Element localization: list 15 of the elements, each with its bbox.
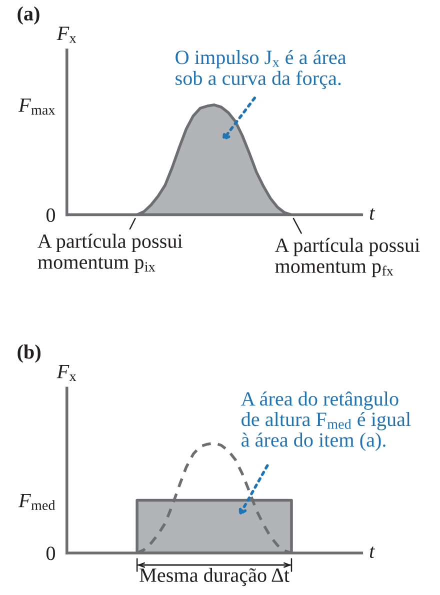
text: 0 — [46, 208, 55, 222]
text: F$_{med}$ — [18, 494, 56, 510]
y-axis-title: F$_{x}$ — [56, 364, 76, 381]
text: O impulso J$_{x}$ é a área sob a curva da força. — [176, 50, 346, 90]
text: A partícula possui momentum p$_{ix}$ — [38, 234, 182, 273]
chart-title: (b) — [18, 344, 40, 363]
text: Mesma duração Δt — [140, 568, 290, 586]
annotation: A área do retângulo de altura F$_{med}$ é igual à área do item (a). — [241, 391, 411, 451]
x-axis-title: t — [370, 208, 376, 220]
text: F$_{max}$ — [18, 98, 56, 115]
y-axis-title: F$_{x}$ — [56, 26, 76, 43]
text: A partícula possui momentum p$_{fx}$ — [274, 238, 420, 278]
text: 0 — [46, 546, 55, 560]
chart-title: (a) — [18, 6, 40, 25]
x-axis-title: t — [370, 546, 376, 558]
